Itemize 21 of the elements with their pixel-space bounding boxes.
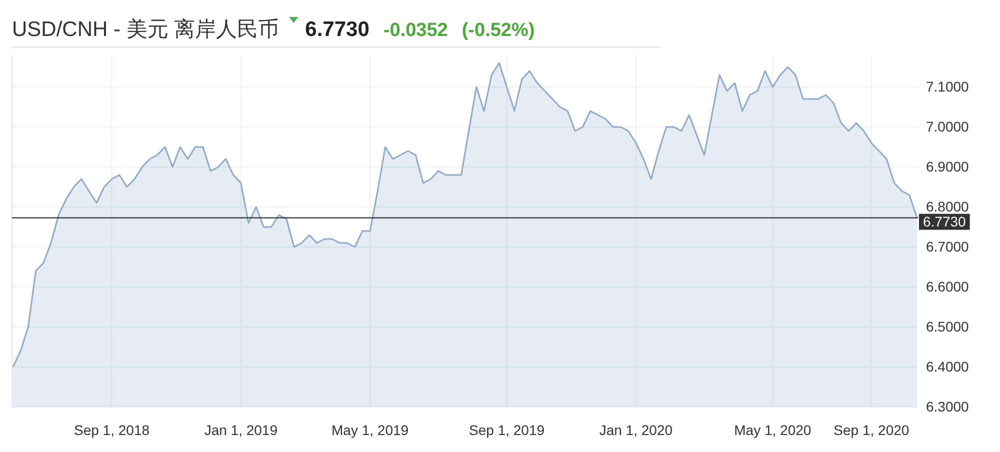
- y-tick-label: 6.4000: [926, 358, 970, 374]
- x-tick-label: Jan 1, 2020: [599, 422, 673, 438]
- ref-line-label: 6.7730: [923, 213, 966, 230]
- y-tick-label: 6.8000: [926, 198, 970, 214]
- x-tick-label: Sep 1, 2020: [834, 422, 910, 438]
- x-tick-label: Sep 1, 2018: [74, 422, 150, 438]
- y-tick-label: 6.7000: [926, 238, 970, 254]
- chart-title: USD/CNH - 美元 离岸人民币: [12, 18, 280, 41]
- x-tick-label: Sep 1, 2019: [469, 422, 545, 438]
- text: (-0.52%): [462, 20, 535, 41]
- y-tick-label: 6.5000: [926, 318, 970, 334]
- y-tick-label: 6.6000: [926, 278, 970, 294]
- x-tick-label: May 1, 2020: [734, 422, 812, 438]
- y-tick-label: 6.3000: [926, 398, 970, 414]
- y-tick-label: 7.1000: [926, 78, 970, 94]
- text: -0.0352: [383, 20, 448, 41]
- x-tick-label: Jan 1, 2019: [204, 422, 278, 438]
- x-tick-label: May 1, 2019: [332, 422, 409, 438]
- y-tick-label: 6.9000: [926, 158, 970, 174]
- text: 6.7730: [305, 18, 370, 41]
- y-tick-label: 7.0000: [926, 118, 970, 134]
